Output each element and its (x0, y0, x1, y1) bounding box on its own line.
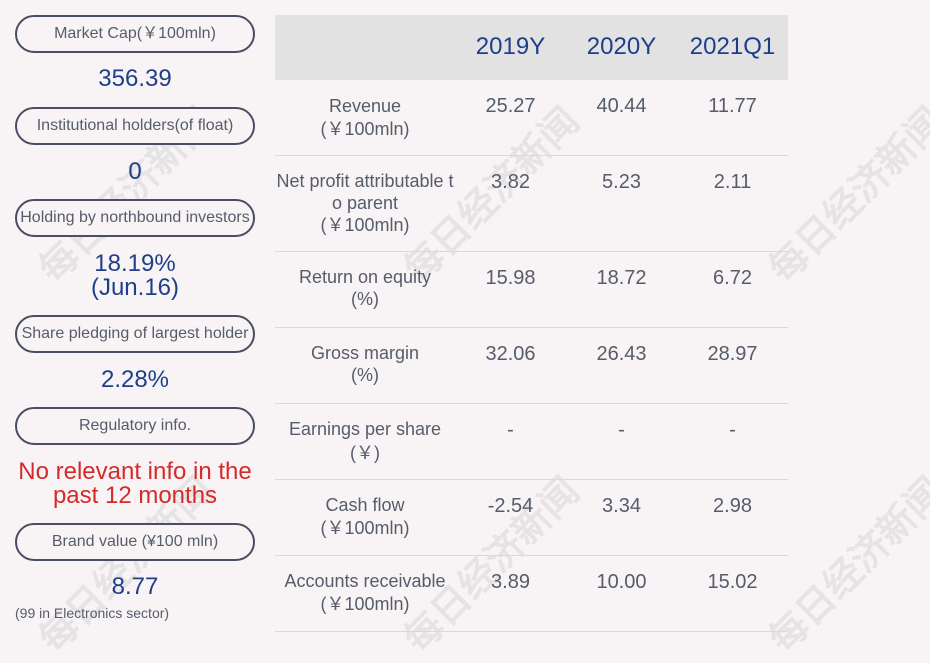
institutional-holders-label: Institutional holders(of float) (15, 107, 255, 145)
row-unit: (%) (351, 289, 379, 309)
table-cell: 3.82 (491, 171, 530, 193)
table-row-revenue: Revenue (￥100mln) 25.27 40.44 11.77 (275, 80, 788, 156)
table-cell: 15.98 (485, 267, 536, 289)
row-label: Earnings per share (288, 419, 442, 439)
table-cell: - (507, 419, 514, 441)
table-cell: -2.54 (487, 495, 534, 517)
row-unit: (%) (351, 365, 379, 385)
institutional-holders-value: 0 (128, 158, 142, 185)
row-label: Accounts receivable (284, 571, 446, 591)
market-cap-value: 356.39 (98, 65, 172, 92)
column-header-2020y: 2020Y (586, 33, 657, 60)
table-cell: 6.72 (713, 267, 752, 289)
regulatory-info-value-line2: past 12 months (52, 482, 218, 509)
table-cell: 32.06 (485, 343, 536, 365)
table-row-net-profit: Net profit attributable t o parent (￥100… (275, 156, 788, 252)
table-cell: 18.72 (596, 267, 647, 289)
table-cell: - (618, 419, 625, 441)
table-row-gross-margin: Gross margin (%) 32.06 26.43 28.97 (275, 328, 788, 404)
brand-value-value: 8.77 (111, 573, 159, 600)
row-label: Net profit attributable t (276, 171, 454, 191)
row-label: Return on equity (298, 267, 432, 287)
brand-value-rank: (99 in Electronics sector) (15, 605, 170, 621)
northbound-holding-value: 18.19% (94, 250, 176, 277)
table-cell: 2.98 (713, 495, 752, 517)
column-header-2021q1: 2021Q1 (689, 33, 776, 60)
table-cell: 11.77 (708, 95, 757, 117)
table-cell: 26.43 (596, 343, 647, 365)
financial-table: 2019Y 2020Y 2021Q1 Revenue (￥100mln) 25.… (275, 15, 788, 632)
market-cap-label: Market Cap(￥100mln) (15, 15, 255, 53)
regulatory-info-value: No relevant info in the (18, 458, 252, 485)
row-label-line2: o parent (331, 193, 399, 213)
table-cell: 28.97 (707, 343, 758, 365)
table-cell: 15.02 (707, 571, 758, 593)
table-cell: - (729, 419, 736, 441)
table-cell: 10.00 (596, 571, 647, 593)
northbound-holding-date: (Jun.16) (90, 274, 180, 301)
table-row-accounts-receivable: Accounts receivable (￥100mln) 3.89 10.00… (275, 556, 788, 632)
row-unit: (￥100mln) (320, 215, 410, 235)
table-cell: 5.23 (602, 171, 641, 193)
northbound-holding-label: Holding by northbound investors (15, 199, 255, 237)
share-pledging-label: Share pledging of largest holder (15, 315, 255, 353)
row-label: Revenue (328, 96, 402, 116)
table-cell: 3.34 (602, 495, 641, 517)
brand-value-label: Brand value (¥100 mln) (15, 523, 255, 561)
table-row-return-on-equity: Return on equity (%) 15.98 18.72 6.72 (275, 252, 788, 328)
row-unit: (￥100mln) (320, 119, 410, 139)
table-header: 2019Y 2020Y 2021Q1 (275, 15, 788, 80)
row-unit: (￥100mln) (320, 518, 410, 538)
table-cell: 25.27 (485, 95, 536, 117)
row-label: Gross margin (310, 343, 420, 363)
table-cell: 40.44 (596, 95, 647, 117)
table-cell: 3.89 (491, 571, 530, 593)
table-cell: 2.11 (713, 171, 752, 193)
table-row-earnings-per-share: Earnings per share (￥) - - - (275, 404, 788, 480)
table-row-cash-flow: Cash flow (￥100mln) -2.54 3.34 2.98 (275, 480, 788, 556)
share-pledging-value: 2.28% (100, 366, 170, 393)
column-header-2019y: 2019Y (475, 33, 546, 60)
regulatory-info-label: Regulatory info. (15, 407, 255, 445)
row-unit: (￥) (350, 443, 380, 463)
row-label: Cash flow (325, 495, 405, 515)
row-unit: (￥100mln) (320, 594, 410, 614)
